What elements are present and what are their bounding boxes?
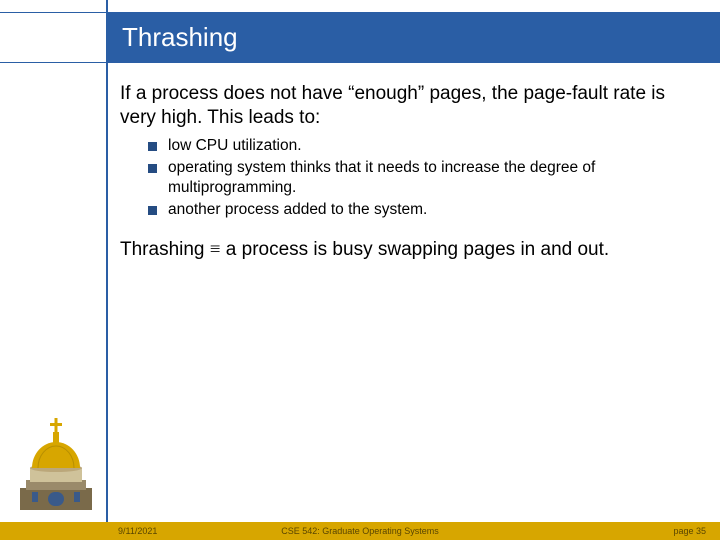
bullet-1: If a process does not have “enough” page… [120,82,700,130]
slide-body: If a process does not have “enough” page… [120,82,700,268]
dome-logo [20,410,92,510]
bullet-2-text: Thrashing ≡ a process is busy swapping p… [120,239,609,260]
vertical-divider [106,0,108,522]
footer-course: CSE 542: Graduate Operating Systems [281,526,439,536]
title-bar: Thrashing [108,12,720,62]
under-title-divider [0,62,720,63]
footer-date: 9/11/2021 [118,526,157,536]
sub-bullet: another process added to the system. [148,200,700,220]
bullet-1-text: If a process does not have “enough” page… [120,83,665,128]
footer-page: page 35 [673,526,706,536]
sub-list-1: low CPU utilization. operating system th… [148,136,700,221]
slide-title: Thrashing [122,22,238,53]
bullet-2: Thrashing ≡ a process is busy swapping p… [120,238,700,262]
equiv-symbol: ≡ [210,239,221,260]
bullet-2-prefix: Thrashing [120,239,210,260]
bullet-2-suffix: a process is busy swapping pages in and … [221,239,610,260]
sub-bullet: low CPU utilization. [148,136,700,156]
sub-bullet: operating system thinks that it needs to… [148,158,700,198]
footer-bar: 9/11/2021 CSE 542: Graduate Operating Sy… [0,522,720,540]
